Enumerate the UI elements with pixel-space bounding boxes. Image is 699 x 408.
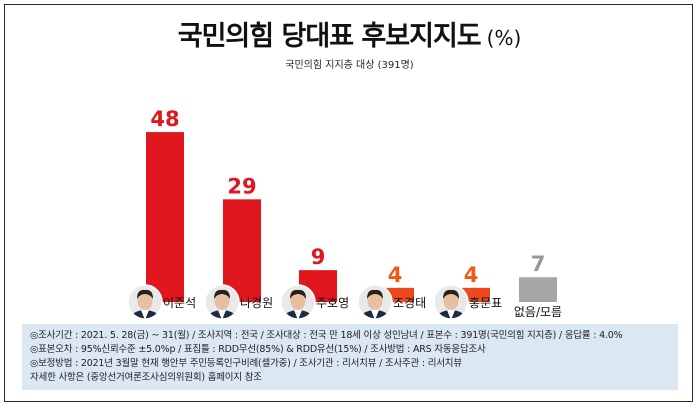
data-label: 4 <box>464 263 479 287</box>
data-label: 4 <box>388 263 403 287</box>
person-avatar <box>127 284 163 320</box>
title-text: 국민의힘 당대표 후보지지도 <box>177 21 482 52</box>
category-label: 이준석 <box>163 296 196 310</box>
category-label: 주호영 <box>316 296 349 310</box>
survey-info-line: ◎보정방법 : 2021년 3월말 현재 행안부 주민등록인구비례(셀가중) /… <box>30 358 462 369</box>
data-label: 7 <box>531 252 546 276</box>
category-label: 조경태 <box>393 296 426 310</box>
survey-info-line: ◎표본오차 : 95%신뢰수준 ±5.0%p / 표집틀 : RDD무선(85%… <box>30 344 486 355</box>
bar <box>146 132 184 302</box>
data-label: 29 <box>227 174 256 198</box>
person-avatar <box>204 284 240 320</box>
chart-title: 국민의힘 당대표 후보지지도 (%) <box>0 14 699 53</box>
chart-subtitle: 국민의힘 지지층 대상 (391명) <box>285 60 414 71</box>
title-unit: (%) <box>486 26 522 50</box>
person-avatar <box>280 284 316 320</box>
bar <box>519 277 557 302</box>
category-label: 홍문표 <box>469 296 502 310</box>
survey-info-box: ◎조사기간 : 2021. 5. 28(금) ~ 31(월) / 조사지역 : … <box>22 324 678 390</box>
category-label: 나경원 <box>240 296 273 310</box>
person-avatar <box>357 284 393 320</box>
person-avatar <box>433 284 469 320</box>
data-label: 9 <box>311 245 326 269</box>
data-label: 48 <box>150 107 179 131</box>
bar <box>223 199 261 302</box>
survey-info-line: 자세한 사항은 (중앙선거여론조사심의위원회) 홈페이지 참조 <box>30 372 262 383</box>
survey-info-line: ◎조사기간 : 2021. 5. 28(금) ~ 31(월) / 조사지역 : … <box>30 330 623 341</box>
category-label: 없음/모름 <box>514 305 562 319</box>
